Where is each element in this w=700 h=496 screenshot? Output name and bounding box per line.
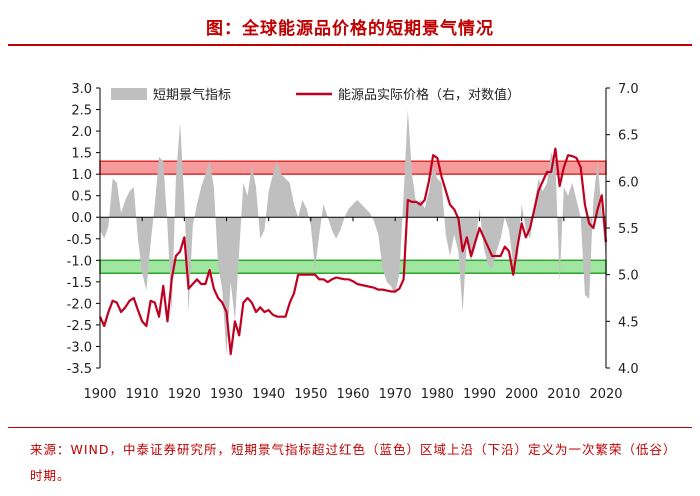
series-short-term-indicator-area — [100, 109, 606, 356]
x-tick-label: 1950 — [294, 387, 327, 402]
y2-tick-label: 4.0 — [618, 362, 639, 377]
x-tick-label: 1960 — [336, 387, 369, 402]
footer-divider — [8, 427, 692, 428]
x-tick-label: 1980 — [421, 387, 454, 402]
y-tick-label: 2.0 — [71, 125, 92, 140]
y-tick-label: -2.0 — [67, 297, 92, 312]
x-tick-label: 2000 — [505, 387, 538, 402]
y2-tick-label: 6.0 — [618, 175, 639, 190]
legend-label-price: 能源品实际价格（右，对数值） — [338, 87, 520, 103]
source-note: 来源：WIND，中泰证券研究所，短期景气指标超过红色（蓝色）区域上沿（下沿）定义… — [30, 442, 677, 483]
energy-price-chart: 3.0 2.5 2.0 1.5 1.0 0.5 0.0 -0.5 -1.0 -1.5 -2.0 -2.… — [67, 82, 639, 402]
y-tick-label: 1.0 — [71, 168, 92, 183]
y-tick-label: 2.5 — [71, 104, 92, 119]
x-tick-label: 1910 — [126, 387, 159, 402]
x-tick-label: 2020 — [589, 387, 622, 402]
band-trough — [99, 259, 607, 274]
y2-tick-label: 4.5 — [618, 315, 639, 330]
y-tick-label: -0.5 — [67, 233, 92, 248]
x-tick-label: 1920 — [168, 387, 201, 402]
y-tick-label: -1.0 — [67, 254, 92, 269]
series-energy-price-line — [98, 147, 608, 356]
legend-swatch-indicator — [111, 88, 147, 100]
x-tick-label: 1930 — [210, 387, 243, 402]
y-tick-label: -3.0 — [67, 340, 92, 355]
chart-legend: 短期景气指标 能源品实际价格（右，对数值） — [111, 87, 520, 103]
x-tick-label: 1970 — [379, 387, 412, 402]
y-tick-label: 3.0 — [71, 82, 92, 97]
y2-tick-label: 7.0 — [618, 82, 639, 97]
y-tick-label: 1.5 — [71, 147, 92, 162]
band-boom — [99, 160, 607, 175]
y2-tick-label: 6.5 — [618, 129, 639, 144]
x-tick-label: 1900 — [83, 387, 116, 402]
x-tick-label: 2010 — [547, 387, 580, 402]
x-tick-label: 1940 — [252, 387, 285, 402]
x-tick-label: 1990 — [463, 387, 496, 402]
y-tick-label: -1.5 — [67, 276, 92, 291]
title-divider — [8, 44, 692, 46]
chart-title: 图：全球能源品价格的短期景气情况 — [206, 19, 494, 39]
y-tick-label: 0.5 — [71, 190, 92, 205]
y2-tick-label: 5.5 — [618, 222, 639, 237]
y-tick-label: -2.5 — [67, 319, 92, 334]
legend-label-indicator: 短期景气指标 — [153, 87, 231, 103]
chart-axes — [96, 87, 610, 369]
tick-labels: 3.0 2.5 2.0 1.5 1.0 0.5 0.0 -0.5 -1.0 -1.5 -2.0 -2.… — [67, 82, 639, 402]
y2-tick-label: 5.0 — [618, 269, 639, 284]
y-tick-label: 0.0 — [71, 211, 92, 226]
y-tick-label: -3.5 — [67, 362, 92, 377]
